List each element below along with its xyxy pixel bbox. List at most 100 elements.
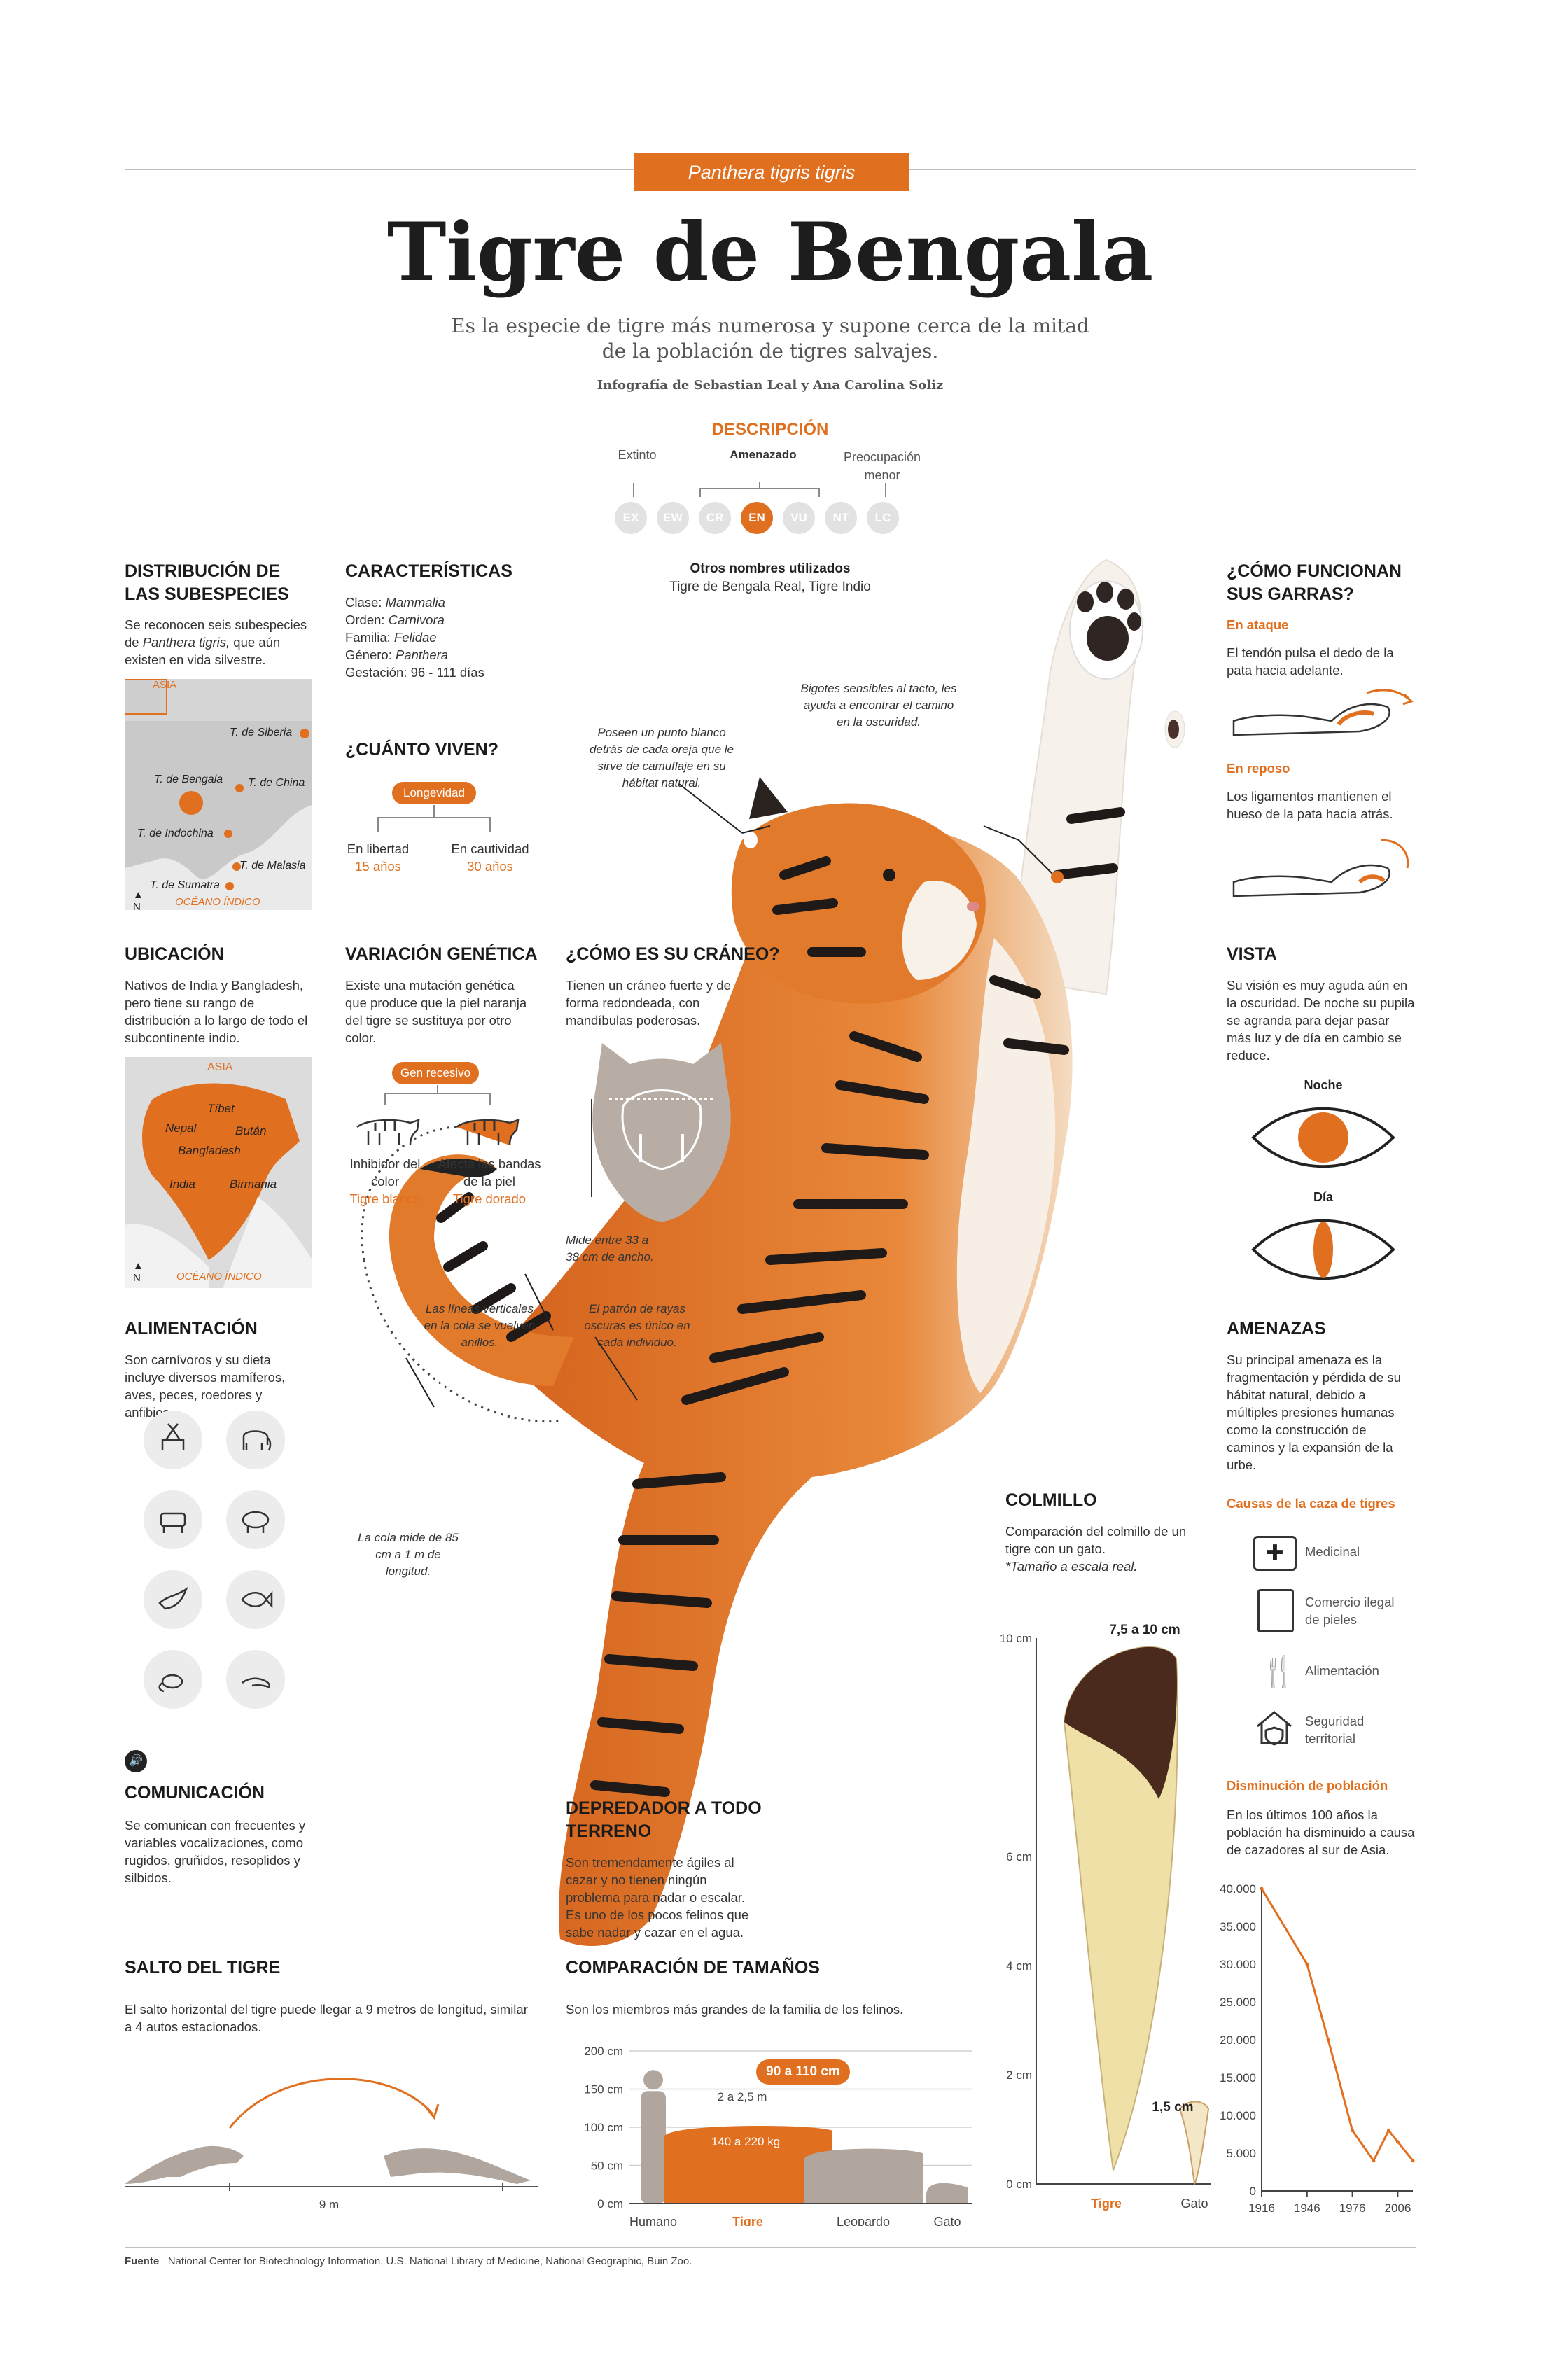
jump-title: SALTO DEL TIGRE	[125, 1958, 281, 1977]
map-label-siberia: T. de Siberia	[230, 727, 293, 738]
population-title: Disminución de población	[1227, 1778, 1388, 1793]
location-map: ASIA Tíbet Nepal Bután Bangladesh India …	[125, 1057, 312, 1288]
cause-food: 🍴 Alimentación	[1253, 1652, 1414, 1694]
tiger-weight-label: 140 a 220 kg	[711, 2135, 781, 2148]
hunting-causes-title: Causas de la caza de tigres	[1227, 1496, 1395, 1511]
claws-rest-text: Los ligamentos mantienen el hueso de la …	[1227, 789, 1393, 821]
status-nt: NT	[825, 502, 857, 534]
location-ocean-label: OCÉANO ÍNDICO	[176, 1270, 262, 1282]
location-title: UBICACIÓN	[125, 944, 224, 964]
size-bar-leopardo	[804, 2148, 923, 2204]
pop-y-tick: 35.000	[1220, 1920, 1256, 1933]
vision-night-label: Noche	[1304, 1078, 1343, 1092]
fang-y-tick: 4 cm	[1006, 1959, 1032, 1973]
location-map-region: ASIA	[207, 1061, 233, 1073]
size-category-label: Humano	[629, 2215, 677, 2226]
status-ex: EX	[615, 502, 647, 534]
note-ear-spot: Poseen un punto blanco detrás de cada or…	[589, 726, 734, 790]
map-ocean-label: OCÉANO ÍNDICO	[175, 896, 260, 908]
skull-illustration	[591, 1043, 731, 1222]
source-text: National Center for Biotechnology Inform…	[167, 2255, 692, 2267]
species-tag: Panthera tigris tigris	[634, 153, 909, 191]
claw-rest-diagram	[1232, 839, 1409, 897]
predator-text: Son tremendamente ágiles al cazar y no t…	[566, 1855, 749, 1940]
claws-title: ¿CÓMO FUNCIONAN SUS GARRAS?	[1227, 561, 1402, 604]
char-row: Familia: Felidae	[345, 630, 437, 645]
threats-text: Su principal amenaza es la fragmentación…	[1227, 1352, 1401, 1472]
bird-icon	[144, 1570, 202, 1629]
status-en: EN	[741, 502, 773, 534]
fish-icon	[226, 1570, 285, 1629]
characteristics-title: CARACTERÍSTICAS	[345, 561, 512, 581]
other-names-title: Otros nombres utilizados	[690, 561, 851, 576]
fang-note: *Tamaño a escala real.	[1005, 1559, 1138, 1574]
map-label-china: T. de China	[248, 777, 305, 789]
char-row: Género: Panthera	[345, 648, 449, 662]
pop-y-tick: 10.000	[1220, 2109, 1256, 2122]
distribution-map-region: ASIA	[153, 679, 177, 691]
cause-label: Seguridad territorial	[1305, 1714, 1365, 1746]
fang-y-tick: 10 cm	[1000, 1632, 1032, 1645]
cause-label: Alimentación	[1305, 1663, 1379, 1678]
pop-y-tick: 25.000	[1220, 1996, 1256, 2009]
status-scale: EX EW CR EN VU NT LC	[615, 502, 909, 537]
note-tail-length: La cola mide de 85 cm a 1 m de longitud.	[358, 1531, 459, 1578]
note-whiskers: Bigotes sensibles al tacto, les ayuda a …	[800, 682, 957, 729]
sizes-text: Son los miembros más grandes de la famil…	[566, 2002, 904, 2017]
page-subtitle: Es la especie de tigre más numerosa y su…	[451, 314, 1089, 363]
pop-point	[1386, 2129, 1390, 2133]
status-label-least-concern: Preocupación menor	[843, 450, 921, 482]
status-lc: LC	[867, 502, 899, 534]
status-label-threatened: Amenazado	[730, 448, 797, 461]
char-row: Gestación: 96 - 111 días	[345, 665, 484, 680]
pop-y-tick: 40.000	[1220, 1883, 1256, 1896]
page-title: Tigre de Bengala	[386, 205, 1154, 299]
status-brackets	[633, 482, 886, 497]
note-tail-lines: Las líneas verticales en la cola se vuel…	[424, 1302, 536, 1349]
characteristics-list: Clase: Mammalia Orden: Carnivora Familia…	[345, 594, 527, 681]
elephant-icon	[226, 1410, 285, 1469]
pop-x-tick: 1946	[1294, 2202, 1320, 2215]
pop-y-tick: 0	[1250, 2185, 1256, 2198]
pop-point	[1372, 2159, 1376, 2163]
pop-point	[1326, 2038, 1330, 2042]
first-aid-icon: ✚	[1253, 1536, 1297, 1571]
claws-attack-text: El tendón pulsa el dedo de la pata hacia…	[1227, 645, 1394, 678]
jump-distance-label: 9 m	[319, 2198, 340, 2211]
size-comparison-chart: 0 cm 50 cm 100 cm 150 cm 200 cm Humano Tigre Le…	[584, 2045, 972, 2226]
malaysia-marker	[232, 862, 241, 871]
size-y-tick: 0 cm	[597, 2197, 623, 2211]
cause-label: Medicinal	[1305, 1544, 1360, 1559]
golden-tiger-value: Tigre dorado	[452, 1191, 527, 1206]
cause-security: Seguridad territorial	[1253, 1708, 1414, 1757]
size-bar-tigre	[664, 2125, 832, 2204]
communication-title: COMUNICACIÓN	[125, 1783, 265, 1802]
status-ew: EW	[657, 502, 689, 534]
source-label: Fuente	[125, 2255, 160, 2267]
map-label-bangladesh: Bangladesh	[178, 1144, 241, 1157]
fang-label-tiger: Tigre	[1091, 2197, 1122, 2211]
distribution-text: Se reconocen seis subespecies de Panther…	[125, 617, 307, 667]
char-row: Orden: Carnivora	[345, 612, 445, 627]
lifespan-captive-label: En cautividad	[451, 841, 529, 856]
genetics-title: VARIACIÓN GENÉTICA	[345, 944, 538, 964]
boar-icon	[226, 1490, 285, 1549]
fang-comparison-chart: 0 cm 2 cm 4 cm 6 cm 10 cm Tigre Gato	[1000, 1632, 1211, 2211]
lizard-icon	[226, 1650, 285, 1709]
char-row: Clase: Mammalia	[345, 595, 445, 610]
claw-attack-diagram	[1232, 689, 1414, 736]
cat-fang-size: 1,5 cm	[1152, 2100, 1194, 2115]
communication-text: Se comunican con frecuentes y variables …	[125, 1818, 306, 1885]
pop-y-tick: 15.000	[1220, 2071, 1256, 2085]
size-y-tick: 50 cm	[591, 2160, 623, 2173]
fang-text: Comparación del colmillo de un tigre con…	[1005, 1524, 1187, 1556]
fang-title: COLMILLO	[1005, 1490, 1097, 1510]
cause-medicinal: ✚ Medicinal	[1253, 1533, 1414, 1575]
vision-text: Su visión es muy aguda aún en la oscurid…	[1227, 978, 1415, 1063]
size-category-label: Tigre	[732, 2215, 763, 2226]
bengal-marker	[179, 791, 203, 815]
pop-x-tick: 1976	[1339, 2202, 1366, 2215]
recessive-gene-pill: Gen recesivo	[392, 1062, 479, 1084]
cutlery-icon: 🍴	[1260, 1655, 1297, 1688]
status-title: DESCRIPCIÓN	[711, 420, 829, 439]
